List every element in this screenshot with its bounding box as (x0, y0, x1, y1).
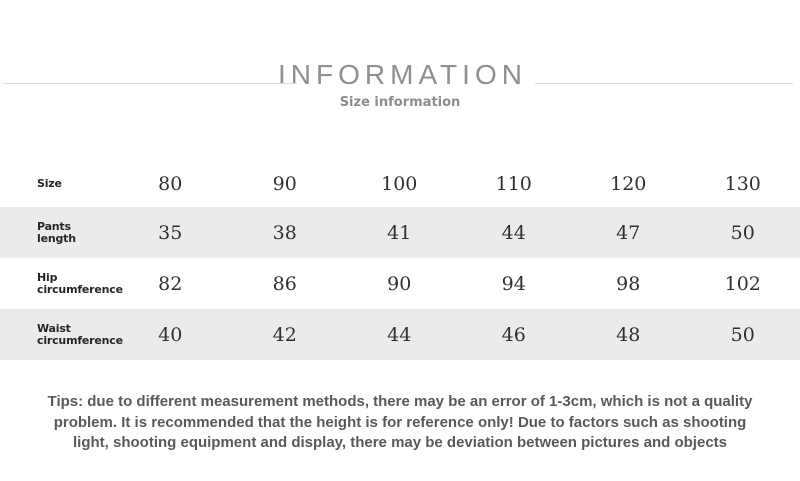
table-row-waist-circumference: Waist circumference 40 42 44 46 48 50 (0, 309, 800, 360)
hip-circumference-value: 102 (724, 272, 761, 295)
page-subtitle: Size information (339, 95, 461, 110)
hip-circumference-value: 98 (616, 272, 641, 295)
waist-circumference-value: 44 (387, 323, 412, 346)
hip-circumference-value: 94 (501, 272, 526, 295)
waist-circumference-value: 48 (616, 323, 641, 346)
waist-circumference-value: 50 (730, 323, 755, 346)
row-label-waist-circumference: Waist circumference (37, 321, 123, 347)
size-table: Size 80 90 100 110 120 130 Pants length … (0, 160, 800, 360)
pants-length-value: 41 (387, 221, 412, 244)
waist-circumference-value: 42 (272, 323, 297, 346)
size-col-value: 100 (381, 172, 418, 195)
pants-length-value: 35 (158, 221, 183, 244)
tips-paragraph: Tips: due to different measurement metho… (47, 393, 753, 451)
title-divider-left (3, 83, 297, 84)
table-row-pants-length: Pants length 35 38 41 44 47 50 (0, 207, 800, 258)
hip-circumference-value: 86 (272, 272, 297, 295)
table-row-size: Size 80 90 100 110 120 130 (0, 160, 800, 207)
title-divider-right (535, 83, 793, 84)
pants-length-value: 38 (272, 221, 297, 244)
pants-length-value: 50 (730, 221, 755, 244)
size-col-value: 130 (724, 172, 761, 195)
row-label-pants-length: Pants length (37, 219, 76, 245)
row-label-size: Size (37, 176, 62, 190)
hip-circumference-value: 90 (387, 272, 412, 295)
page-header: INFORMATION Size information (0, 0, 800, 111)
row-label-hip-circumference: Hip circumference (37, 270, 123, 296)
size-col-value: 110 (495, 172, 532, 195)
size-col-value: 120 (610, 172, 647, 195)
size-col-value: 90 (272, 172, 297, 195)
hip-circumference-value: 82 (158, 272, 183, 295)
waist-circumference-value: 46 (501, 323, 526, 346)
size-col-value: 80 (158, 172, 183, 195)
page-title: INFORMATION (278, 59, 527, 90)
pants-length-value: 47 (616, 221, 641, 244)
waist-circumference-value: 40 (158, 323, 183, 346)
table-row-hip-circumference: Hip circumference 82 86 90 94 98 102 (0, 258, 800, 309)
pants-length-value: 44 (501, 221, 526, 244)
